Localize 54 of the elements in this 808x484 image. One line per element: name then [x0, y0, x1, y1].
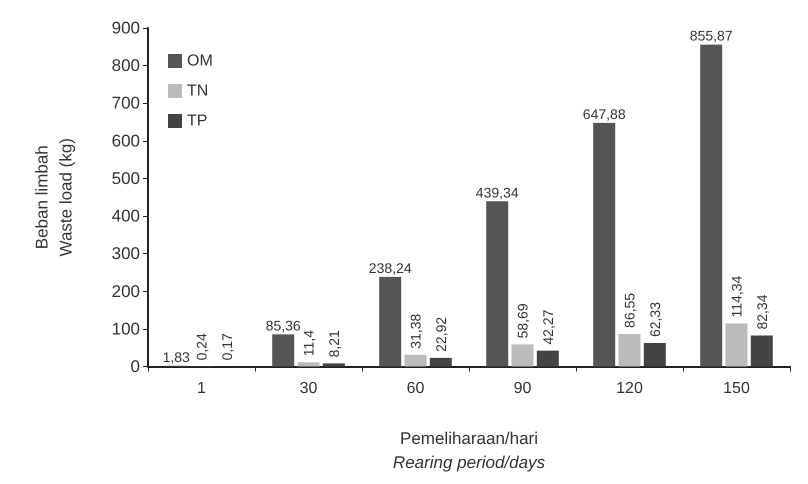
y-tick-label: 300 [112, 244, 140, 264]
y-tick-label: 100 [112, 319, 140, 338]
data-label: 0,24 [194, 332, 210, 360]
y-tick-label: 500 [112, 168, 140, 188]
y-tick-label: 700 [112, 94, 140, 113]
y-tick-label: 0 [130, 357, 140, 376]
data-label: 86,55 [622, 292, 638, 328]
y-axis-title: Beban limbah Waste load (kg) [32, 138, 76, 256]
bar [700, 44, 722, 366]
data-label: 11,4 [300, 330, 316, 356]
data-label: 238,24 [368, 260, 412, 276]
x-tick-label: 1 [197, 380, 206, 397]
y-tick-label: 600 [112, 131, 140, 150]
x-tick-label: 150 [723, 380, 750, 397]
data-label: 855,87 [690, 28, 733, 44]
data-label: 85,36 [266, 317, 301, 334]
bar [593, 122, 616, 366]
bar [322, 363, 345, 366]
data-label: 0,17 [218, 332, 235, 360]
legend-label: OM [187, 52, 213, 70]
y-tick-label: 200 [112, 282, 140, 301]
data-label: 22,92 [432, 316, 449, 352]
bar [486, 201, 508, 366]
data-label: 82,34 [754, 294, 770, 330]
x-tick-label: 90 [514, 380, 532, 397]
data-label: 58,69 [514, 303, 530, 338]
bar [430, 358, 452, 366]
data-label: 42,27 [540, 309, 556, 345]
bar [379, 276, 402, 366]
x-tick-label: 60 [406, 380, 424, 397]
bar [750, 336, 773, 366]
x-axis-title: Pemeliharaan/hari Rearing period/days [392, 429, 546, 472]
bar [512, 344, 534, 366]
bar [618, 334, 640, 366]
y-tick-label: 900 [112, 18, 140, 38]
y-tick-label: 800 [112, 56, 140, 76]
bar [536, 350, 559, 366]
x-tick-label: 120 [616, 380, 643, 397]
data-label: 1,83 [162, 348, 190, 365]
data-label: 62,33 [646, 302, 663, 338]
y-tick-label: 400 [112, 206, 140, 226]
x-tick-label: 30 [300, 380, 318, 397]
data-label: 8,21 [326, 330, 342, 358]
data-label: 439,34 [476, 184, 519, 200]
data-label: 114,34 [728, 276, 744, 318]
data-label: 31,38 [408, 313, 424, 349]
bar [272, 334, 294, 366]
legend-label: TN [187, 82, 208, 100]
bar [298, 362, 320, 366]
legend-label: TP [187, 112, 208, 130]
bar [726, 323, 748, 366]
bar [404, 354, 426, 366]
bar [644, 343, 666, 366]
data-label: 647,88 [582, 106, 626, 122]
